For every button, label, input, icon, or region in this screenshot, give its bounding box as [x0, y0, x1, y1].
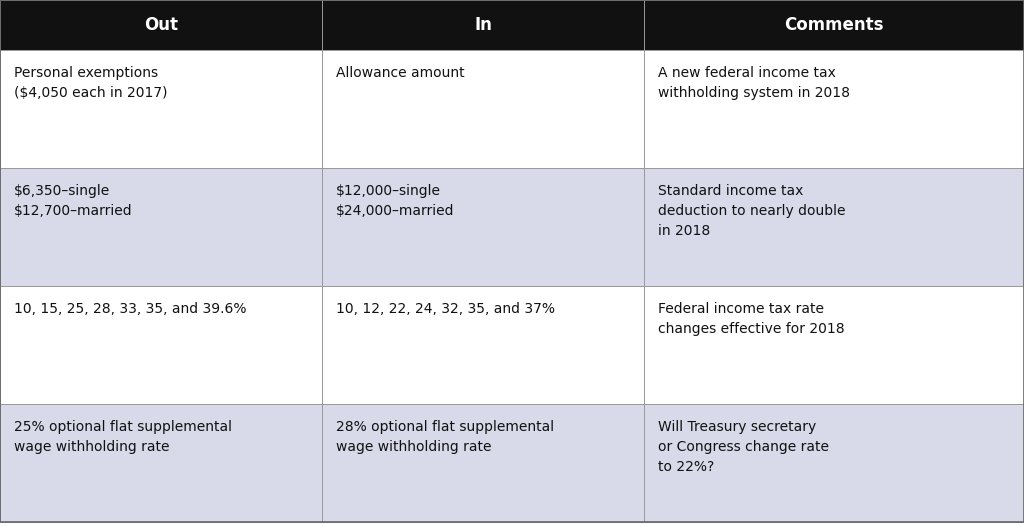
Text: Allowance amount: Allowance amount [336, 66, 465, 80]
Bar [322, 404, 644, 522]
Bar [0, 50, 322, 168]
Bar [644, 0, 1024, 50]
Bar [322, 286, 644, 404]
Bar [644, 50, 1024, 168]
Text: Federal income tax rate
changes effective for 2018: Federal income tax rate changes effectiv… [658, 302, 845, 336]
Text: In: In [474, 16, 492, 34]
Bar [644, 168, 1024, 286]
Text: Will Treasury secretary
or Congress change rate
to 22%?: Will Treasury secretary or Congress chan… [658, 420, 829, 474]
Text: Personal exemptions
($4,050 each in 2017): Personal exemptions ($4,050 each in 2017… [14, 66, 168, 100]
Bar [644, 286, 1024, 404]
Bar [322, 168, 644, 286]
Bar [322, 50, 644, 168]
Text: 10, 15, 25, 28, 33, 35, and 39.6%: 10, 15, 25, 28, 33, 35, and 39.6% [14, 302, 247, 316]
Bar [0, 168, 322, 286]
Text: 10, 12, 22, 24, 32, 35, and 37%: 10, 12, 22, 24, 32, 35, and 37% [336, 302, 555, 316]
Bar [0, 404, 322, 522]
Bar [0, 0, 322, 50]
Text: Comments: Comments [784, 16, 884, 34]
Text: Out: Out [144, 16, 178, 34]
Text: 28% optional flat supplemental
wage withholding rate: 28% optional flat supplemental wage with… [336, 420, 554, 454]
Text: A new federal income tax
withholding system in 2018: A new federal income tax withholding sys… [658, 66, 850, 100]
Text: $12,000–single
$24,000–married: $12,000–single $24,000–married [336, 184, 455, 218]
Text: Standard income tax
deduction to nearly double
in 2018: Standard income tax deduction to nearly … [658, 184, 846, 238]
Text: 25% optional flat supplemental
wage withholding rate: 25% optional flat supplemental wage with… [14, 420, 232, 454]
Bar [644, 404, 1024, 522]
Bar [322, 0, 644, 50]
Text: $6,350–single
$12,700–married: $6,350–single $12,700–married [14, 184, 133, 218]
Bar [0, 286, 322, 404]
